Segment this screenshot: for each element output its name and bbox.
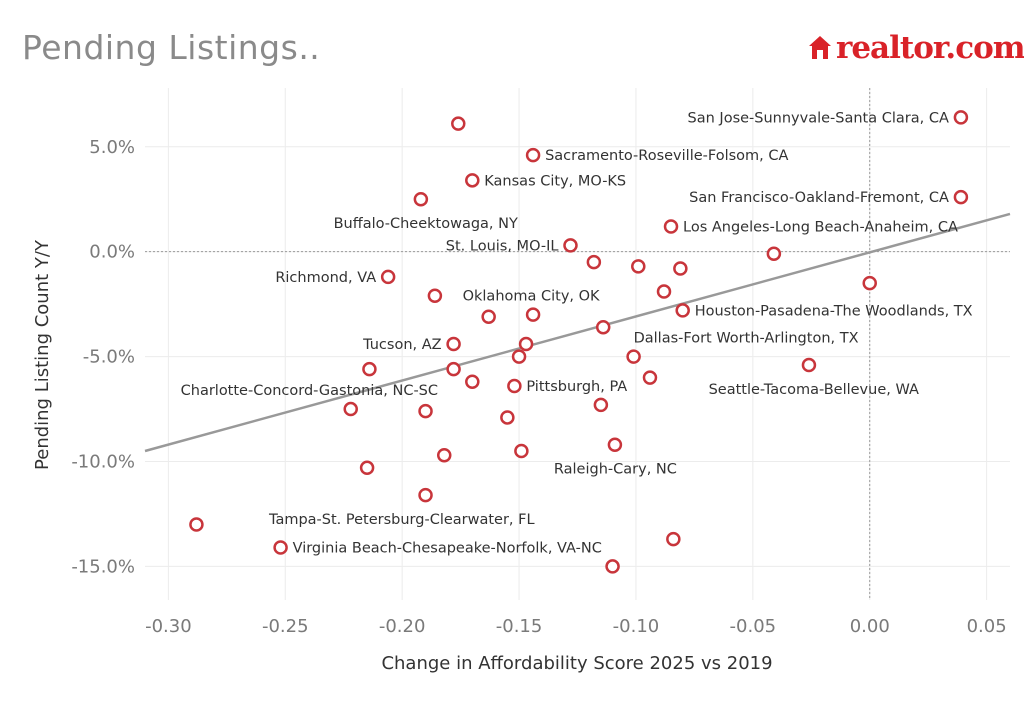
data-point: [418, 487, 433, 503]
data-point: [663, 219, 679, 234]
point-label: Kansas City, MO-KS: [484, 173, 626, 189]
point-label: Tampa-St. Petersburg-Clearwater, FL: [268, 512, 535, 528]
data-point: [507, 378, 522, 394]
data-point: [343, 401, 358, 417]
data-point: [675, 303, 690, 318]
data-point: [766, 246, 782, 262]
point-label: Pittsburgh, PA: [526, 379, 627, 395]
point-label: Sacramento-Roseville-Folsom, CA: [545, 148, 788, 164]
y-tick-label: 5.0%: [89, 137, 135, 158]
data-point: [953, 110, 969, 125]
data-point: [595, 319, 611, 335]
y-tick-label: -5.0%: [83, 347, 135, 368]
brand-logo: realtor.com: [808, 30, 1024, 66]
data-point: [514, 443, 529, 459]
point-label: San Jose-Sunnyvale-Santa Clara, CA: [688, 110, 949, 126]
data-point: [525, 307, 541, 322]
data-point: [586, 254, 602, 270]
data-point: [436, 447, 452, 463]
data-point: [626, 349, 641, 364]
point-label: Buffalo-Cheektowaga, NY: [334, 216, 518, 232]
data-point: [359, 460, 375, 476]
data-point: [380, 269, 396, 285]
x-tick-label: -0.10: [613, 616, 660, 637]
data-point: [446, 336, 461, 352]
data-point: [481, 309, 496, 324]
y-axis-ticks: 5.0% 0.0% -5.0% -10.0% -15.0%: [71, 137, 135, 578]
point-label: Charlotte-Concord-Gastonia, NC-SC: [181, 383, 438, 399]
house-icon: [809, 36, 831, 59]
point-label: Houston-Pasadena-The Woodlands, TX: [695, 303, 973, 319]
x-tick-label: -0.25: [262, 616, 309, 637]
x-axis-ticks: -0.30 -0.25 -0.20 -0.15 -0.10 -0.05 0.00 0.05: [145, 616, 1007, 637]
point-label: Virginia Beach-Chesapeake-Norfolk, VA-NC: [293, 541, 602, 557]
point-label: San Francisco-Oakland-Fremont, CA: [689, 190, 949, 206]
data-point: [656, 284, 672, 299]
data-point: [273, 540, 288, 555]
data-point: [413, 191, 429, 207]
reference-lines: [145, 88, 1010, 600]
data-point: [465, 374, 480, 390]
data-point: [801, 357, 817, 373]
data-point: [631, 259, 646, 274]
brand-name: realtor.com: [836, 30, 1024, 66]
point-label: Oklahoma City, OK: [463, 289, 600, 305]
point-label: Seattle-Tacoma-Bellevue, WA: [709, 382, 919, 398]
point-label: Tucson, AZ: [362, 337, 442, 353]
data-point: [427, 288, 443, 303]
data-point: [511, 349, 527, 364]
y-tick-label: -15.0%: [71, 556, 135, 577]
chart-title: Pending Listings..: [22, 28, 321, 67]
point-label: St. Louis, MO-IL: [446, 238, 559, 254]
x-tick-label: -0.30: [145, 616, 192, 637]
data-point: [642, 370, 658, 385]
x-axis-label: Change in Affordability Score 2025 vs 20…: [381, 653, 772, 674]
y-tick-label: -10.0%: [71, 452, 135, 473]
trend-line-group: [144, 212, 1011, 453]
data-point: [418, 403, 433, 419]
data-point: [605, 559, 620, 574]
trend-line: [144, 212, 1011, 453]
point-labels: San Jose-Sunnyvale-Santa Clara, CA San Fr…: [181, 110, 973, 556]
point-label: Richmond, VA: [275, 270, 376, 286]
x-tick-label: -0.20: [379, 616, 426, 637]
y-axis-label: Pending Listing Count Y/Y: [32, 239, 53, 470]
data-point: [465, 173, 480, 188]
data-point: [525, 147, 541, 163]
x-tick-label: -0.05: [730, 616, 777, 637]
data-point: [673, 261, 688, 276]
data-point: [500, 410, 515, 425]
point-label: Los Angeles-Long Beach-Anaheim, CA: [683, 219, 958, 235]
point-label: Raleigh-Cary, NC: [554, 462, 677, 478]
data-points: [189, 110, 969, 574]
data-point: [593, 397, 609, 413]
x-tick-label: 0.05: [967, 616, 1007, 637]
x-tick-label: -0.15: [496, 616, 543, 637]
data-point: [518, 336, 534, 352]
y-tick-label: 0.0%: [89, 242, 135, 263]
data-point: [451, 116, 466, 131]
data-point: [862, 275, 877, 291]
data-point: [953, 189, 969, 205]
data-point: [362, 361, 377, 377]
point-label: Dallas-Fort Worth-Arlington, TX: [634, 331, 859, 347]
data-point: [563, 238, 578, 253]
data-point: [607, 437, 623, 452]
x-tick-label: 0.00: [850, 616, 890, 637]
data-point: [446, 361, 461, 377]
data-point: [666, 531, 681, 547]
data-point: [189, 517, 204, 532]
